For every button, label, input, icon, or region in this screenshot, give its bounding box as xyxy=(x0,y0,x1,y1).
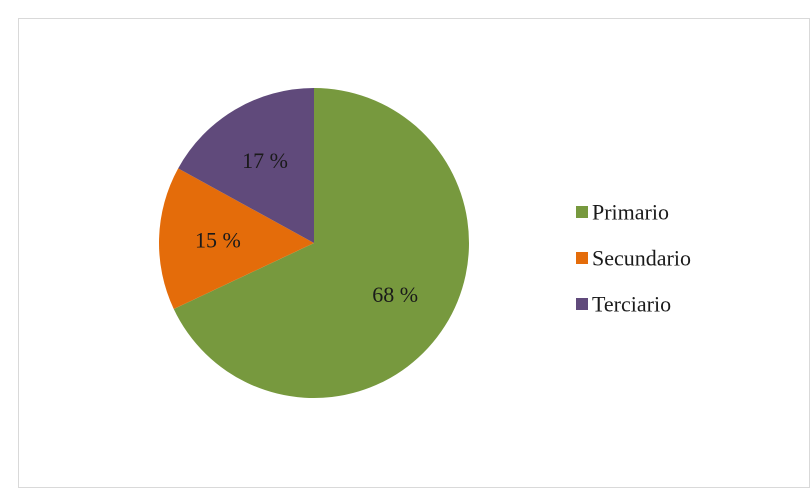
legend-item-primario: Primario xyxy=(576,200,669,225)
legend-item-secundario: Secundario xyxy=(576,246,691,271)
pie-slice-terciario xyxy=(178,87,314,243)
legend-swatch-primario xyxy=(576,206,588,218)
legend-label-terciario: Terciario xyxy=(592,292,671,317)
legend-label-secundario: Secundario xyxy=(592,246,691,271)
pie-chart: 68 % 15 % 17 % Primario Secundario Terciario xyxy=(159,87,691,398)
legend-swatch-secundario xyxy=(576,252,588,264)
pie-labels: 68 % 15 % 17 % xyxy=(195,148,418,307)
legend-label-primario: Primario xyxy=(592,200,669,225)
slice-label-primario: 68 % xyxy=(372,282,418,307)
legend-item-terciario: Terciario xyxy=(576,292,671,317)
pie-slice-primario xyxy=(173,88,470,398)
legend: Primario Secundario Terciario xyxy=(576,200,691,317)
pie-slices xyxy=(159,87,470,398)
slice-label-secundario: 15 % xyxy=(195,227,241,252)
legend-swatch-terciario xyxy=(576,298,588,310)
pie-slice-secundario xyxy=(159,168,314,309)
slice-label-terciario: 17 % xyxy=(242,148,288,173)
